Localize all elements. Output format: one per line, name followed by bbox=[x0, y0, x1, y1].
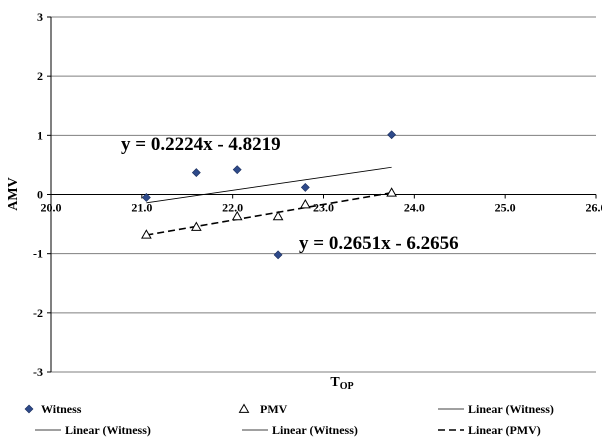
legend: Witness PMV Linear (Witness) Linear (Witnes… bbox=[24, 402, 554, 437]
pmv-point bbox=[299, 199, 311, 209]
pmv-point bbox=[190, 221, 202, 231]
data-points bbox=[141, 130, 397, 260]
legend-item: Linear (Witness) bbox=[35, 423, 151, 437]
x-tick-label: 20.0 bbox=[41, 201, 62, 215]
trendlines bbox=[146, 166, 392, 236]
y-tick-label: -3 bbox=[33, 365, 43, 379]
y-axis-label: AMV bbox=[6, 177, 21, 210]
trendline bbox=[146, 166, 392, 204]
legend-label: Linear (PMV) bbox=[468, 423, 541, 437]
y-tick-label: 1 bbox=[37, 128, 43, 142]
x-tick-label: 26.0 bbox=[586, 201, 602, 215]
witness-point bbox=[191, 168, 201, 178]
legend-item: PMV bbox=[238, 402, 288, 416]
trendline-equation: y = 0.2651x - 6.2656 bbox=[299, 233, 459, 254]
pmv-point bbox=[386, 187, 397, 197]
y-tick-label: -2 bbox=[33, 306, 43, 320]
x-tick-label: 22.0 bbox=[222, 201, 243, 215]
legend-label: Linear (Witness) bbox=[468, 402, 554, 416]
legend-item: Linear (PMV) bbox=[438, 423, 541, 437]
y-tick-label: 2 bbox=[37, 69, 43, 83]
legend-marker-triangle bbox=[238, 403, 250, 413]
x-axis-label-subscript: OP bbox=[340, 381, 354, 392]
x-tick-label: 24.0 bbox=[404, 201, 425, 215]
x-tick-labels: 20.0 21.0 22.0 23.0 24.0 25.0 26.0 bbox=[41, 201, 602, 215]
x-tick-label: 23.0 bbox=[313, 201, 334, 215]
legend-label: Witness bbox=[41, 402, 82, 416]
x-tick-label: 25.0 bbox=[495, 201, 516, 215]
witness-point bbox=[273, 250, 283, 260]
y-tick-label: 0 bbox=[37, 188, 43, 202]
witness-point bbox=[300, 182, 310, 192]
witness-point bbox=[141, 193, 151, 202]
witness-point bbox=[387, 130, 397, 140]
legend-label: Linear (Witness) bbox=[65, 423, 151, 437]
x-axis-label: TOP bbox=[330, 375, 353, 392]
y-tick-labels: 3 2 1 0 -1 -2 -3 bbox=[33, 10, 43, 379]
y-tick-label: -1 bbox=[33, 247, 43, 261]
legend-label: PMV bbox=[260, 402, 288, 416]
legend-item: Linear (Witness) bbox=[438, 402, 554, 416]
legend-marker-diamond bbox=[24, 404, 34, 414]
trendline-equation: y = 0.2224x - 4.8219 bbox=[121, 134, 281, 155]
legend-item: Linear (Witness) bbox=[242, 423, 358, 437]
y-tick-label: 3 bbox=[37, 10, 43, 24]
x-tick-label: 21.0 bbox=[131, 201, 152, 215]
legend-item: Witness bbox=[24, 402, 82, 416]
trendline-equations: y = 0.2224x - 4.8219 y = 0.2651x - 6.2656 bbox=[121, 134, 459, 254]
x-axis-label-main: T bbox=[330, 375, 340, 390]
pmv-point bbox=[272, 210, 284, 221]
axes bbox=[47, 16, 597, 373]
legend-label: Linear (Witness) bbox=[272, 423, 358, 437]
pmv-point bbox=[231, 210, 243, 221]
pmv-point bbox=[141, 229, 152, 239]
witness-point bbox=[232, 165, 242, 175]
trendline bbox=[146, 191, 392, 236]
